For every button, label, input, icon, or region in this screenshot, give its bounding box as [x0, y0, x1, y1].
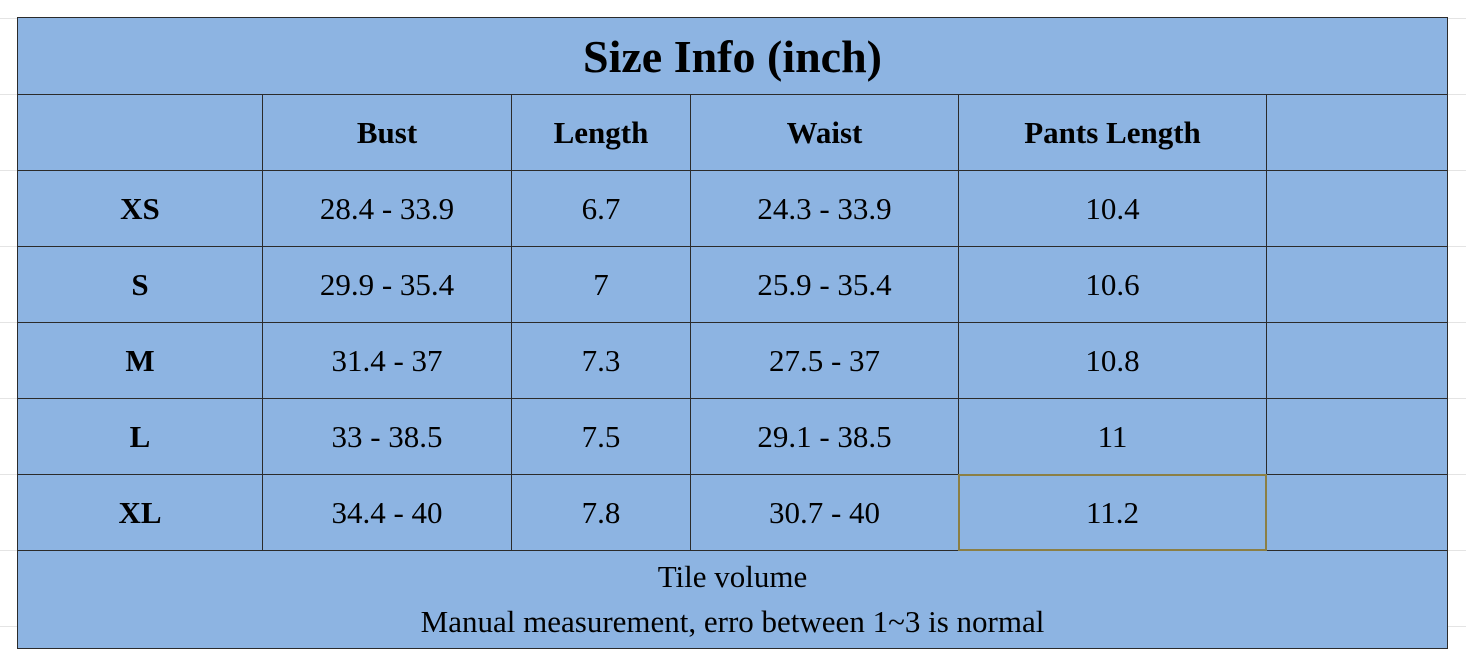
value-cell: 33 - 38.5: [262, 398, 512, 475]
value-cell: 10.4: [958, 170, 1267, 247]
header-cell: Length: [511, 94, 691, 171]
footer-line: Manual measurement, erro between 1~3 is …: [420, 603, 1045, 639]
value-cell: 31.4 - 37: [262, 322, 512, 399]
size-cell: XS: [17, 170, 263, 247]
value-cell: 25.9 - 35.4: [690, 246, 959, 323]
footer-cell: Tile volume Manual measurement, erro betw…: [17, 550, 1448, 649]
empty-cell: [1266, 94, 1448, 171]
header-cell: Pants Length: [958, 94, 1267, 171]
empty-cell: [1266, 322, 1448, 399]
value-cell: 29.1 - 38.5: [690, 398, 959, 475]
value-cell: 7.8: [511, 474, 691, 551]
title-cell: Size Info (inch): [17, 17, 1448, 95]
value-cell: 7: [511, 246, 691, 323]
empty-cell: [1266, 398, 1448, 475]
value-cell: 27.5 - 37: [690, 322, 959, 399]
value-cell: 7.3: [511, 322, 691, 399]
header-cell: Waist: [690, 94, 959, 171]
empty-cell: [1266, 170, 1448, 247]
empty-cell: [1266, 474, 1448, 551]
value-cell: 11.2: [958, 474, 1267, 551]
value-cell: 30.7 - 40: [690, 474, 959, 551]
size-cell: S: [17, 246, 263, 323]
header-cell: Bust: [262, 94, 512, 171]
value-cell: 34.4 - 40: [262, 474, 512, 551]
footer-line: Tile volume: [657, 559, 808, 595]
value-cell: 10.8: [958, 322, 1267, 399]
empty-cell: [17, 94, 263, 171]
value-cell: 24.3 - 33.9: [690, 170, 959, 247]
value-cell: 28.4 - 33.9: [262, 170, 512, 247]
size-cell: M: [17, 322, 263, 399]
size-cell: L: [17, 398, 263, 475]
value-cell: 11: [958, 398, 1267, 475]
value-cell: 6.7: [511, 170, 691, 247]
value-cell: 10.6: [958, 246, 1267, 323]
empty-cell: [1266, 246, 1448, 323]
value-cell: 7.5: [511, 398, 691, 475]
size-cell: XL: [17, 474, 263, 551]
value-cell: 29.9 - 35.4: [262, 246, 512, 323]
